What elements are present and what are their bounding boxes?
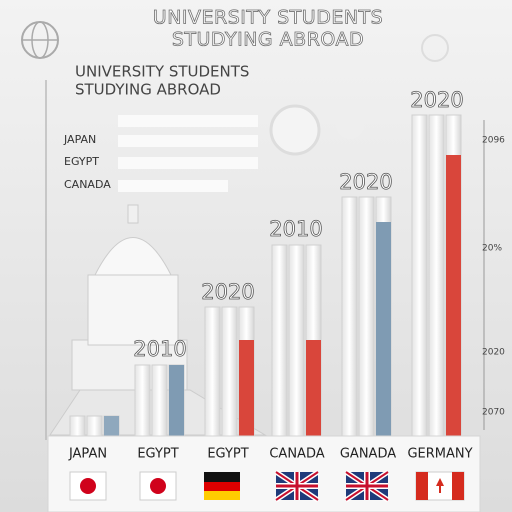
bar-label: 2020	[339, 170, 392, 194]
flag-germany	[204, 472, 240, 500]
legend-bar	[118, 157, 258, 169]
base-platform	[47, 435, 481, 512]
bar-label: 2010	[269, 217, 322, 241]
decorative-bar	[239, 340, 254, 436]
country-label: EGYPT	[137, 447, 178, 462]
decorative-bar	[221, 306, 238, 437]
panel-title-line: STUDYING ABROAD	[75, 81, 221, 99]
country-label: JAPAN	[68, 447, 107, 462]
decorative-bar	[151, 364, 168, 437]
decorative-bar	[69, 415, 86, 437]
decorative-bar	[428, 114, 445, 437]
country-label: GANADA	[340, 447, 396, 462]
flag-uk	[344, 469, 390, 503]
country-label: EGYPT	[207, 447, 248, 462]
decorative-bar	[358, 196, 375, 437]
map-icon	[269, 104, 321, 156]
globe-icon	[421, 34, 449, 62]
title-line: STUDYING ABROAD	[172, 29, 364, 51]
legend-bar	[118, 180, 228, 192]
decorative-bar	[306, 340, 321, 436]
country-label: CANADA	[269, 447, 324, 462]
decorative-bar	[446, 155, 461, 436]
map-icon	[336, 111, 364, 139]
bar-groups	[69, 114, 462, 437]
bar-label: 2020	[410, 88, 463, 112]
legend-label: CANADA	[64, 178, 111, 191]
decorative-bar	[104, 416, 119, 436]
decorative-bar	[288, 244, 305, 437]
side-label: 2096	[482, 136, 505, 146]
flag-uk	[274, 469, 320, 503]
decorative-bar	[134, 364, 151, 437]
title-line: UNIVERSITY STUDENTS	[153, 7, 383, 29]
panel-title-line: UNIVERSITY STUDENTS	[75, 63, 249, 81]
decorative-bar	[169, 365, 184, 436]
decorative-bar	[411, 114, 428, 437]
flag-japan	[139, 471, 177, 501]
flag-canada	[415, 471, 465, 501]
decorative-bar	[271, 244, 288, 437]
legend-bar	[118, 115, 258, 127]
legend-label: JAPAN	[63, 133, 96, 146]
flag-japan	[69, 471, 107, 501]
decorative-bar	[86, 415, 103, 437]
country-label: GERMANY	[407, 447, 472, 462]
side-label: 2020	[482, 348, 505, 358]
decorative-bar	[341, 196, 358, 437]
side-label: 2070	[482, 408, 505, 418]
legend-label: EGYPT	[64, 155, 99, 168]
bar-label: 2020	[201, 280, 254, 304]
decorative-bar	[204, 306, 221, 437]
side-label: 20%	[482, 244, 502, 254]
bar-label: 2010	[133, 337, 186, 361]
decorative-bar	[376, 222, 391, 436]
legend-bar	[118, 135, 258, 147]
